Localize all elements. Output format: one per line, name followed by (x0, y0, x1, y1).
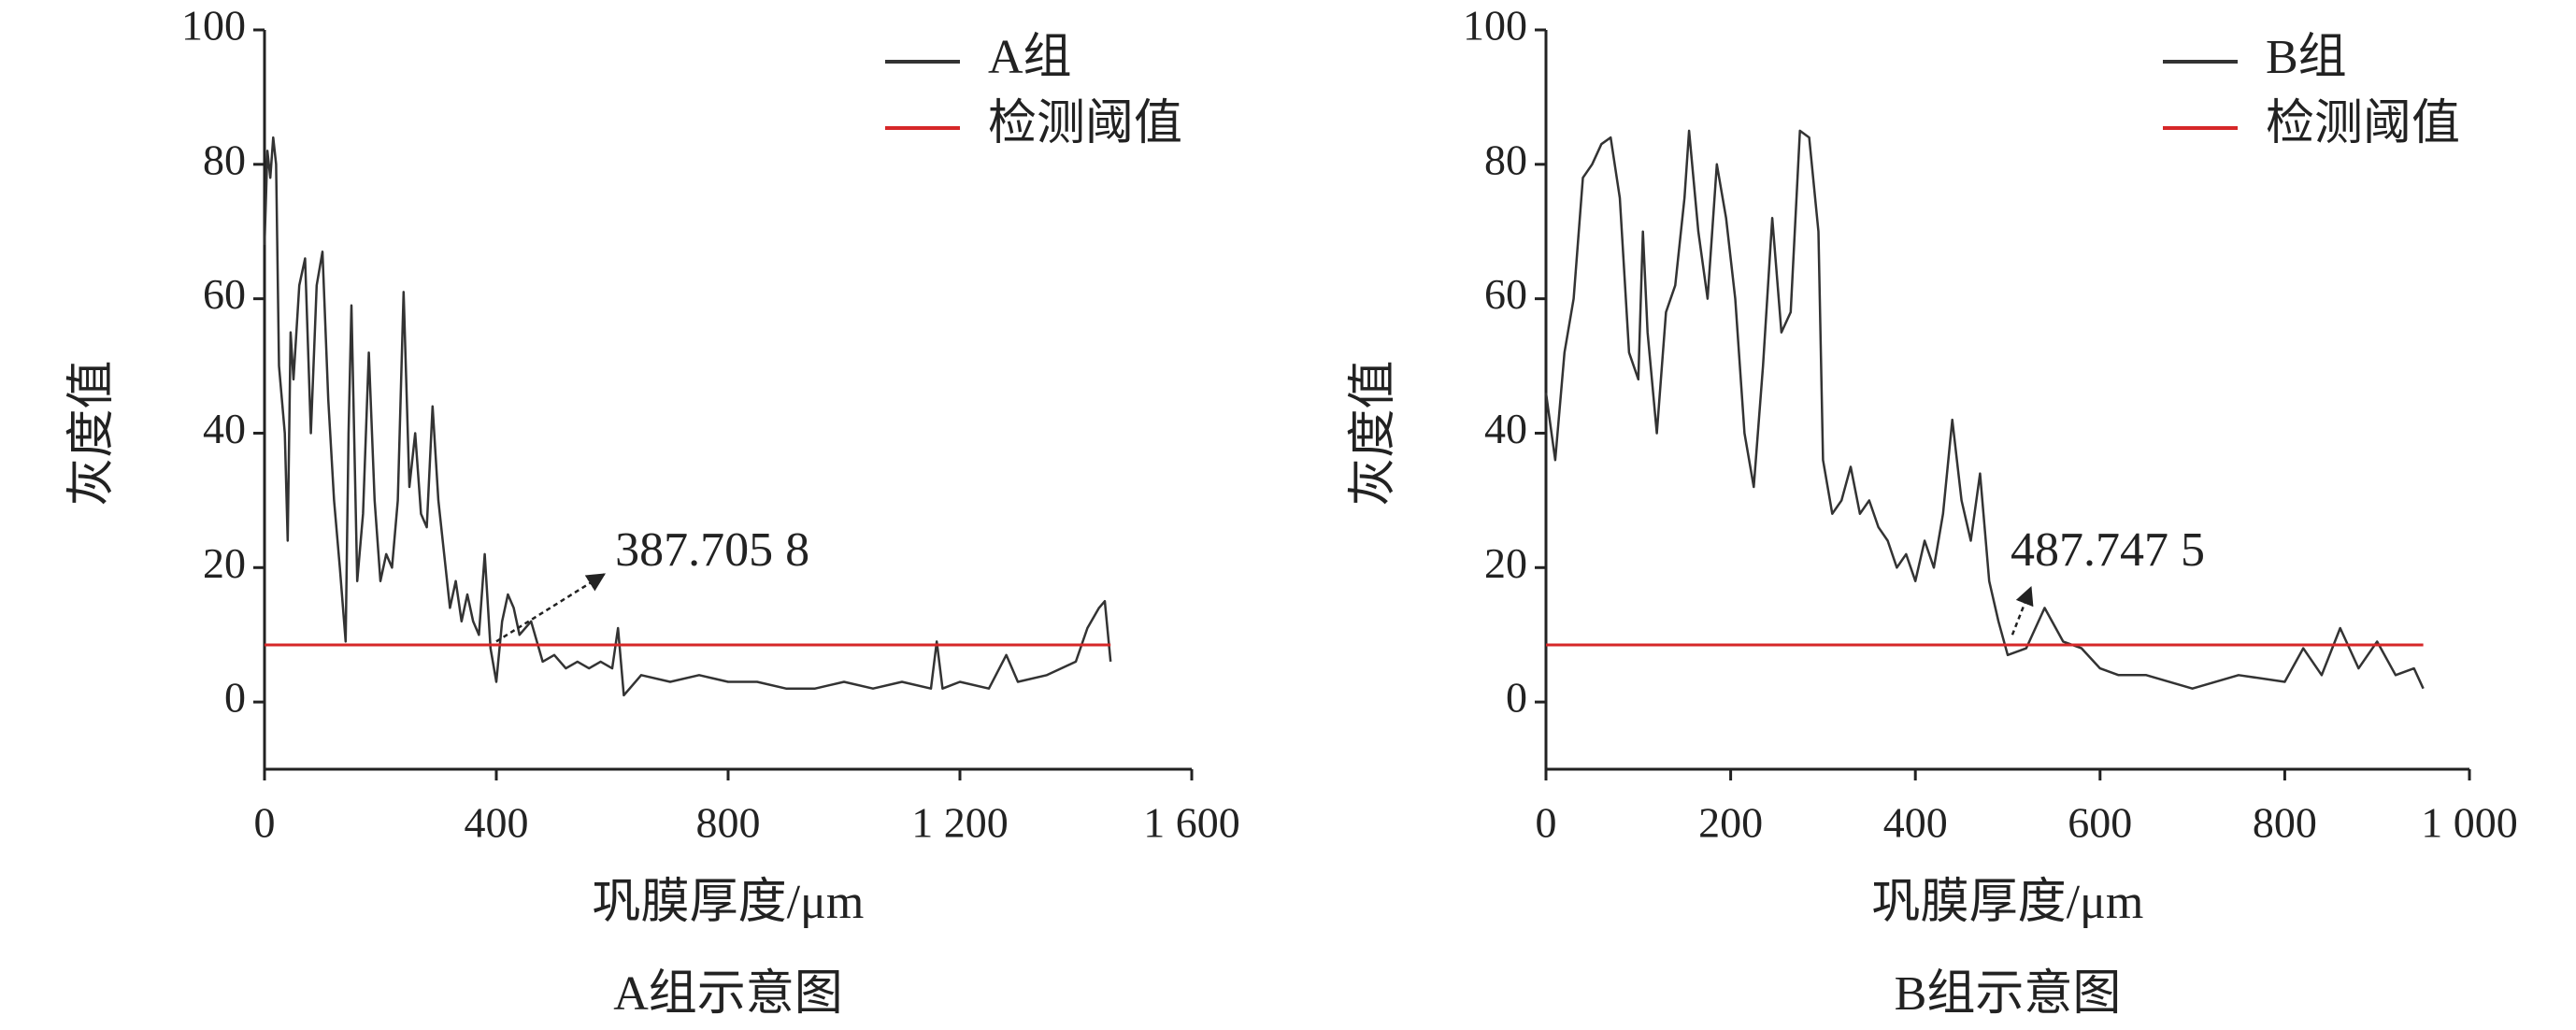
series-line (263, 136, 1112, 697)
y-tick-label: 20 (203, 539, 246, 587)
x-tick-label: 0 (1536, 799, 1557, 847)
caption: B组示意图 (1895, 967, 2122, 1021)
x-tick-label: 800 (696, 799, 761, 847)
legend-label: 检测阈值 (2266, 97, 2460, 150)
annotation: 487.747 5 (2011, 523, 2205, 577)
caption: A组示意图 (613, 967, 843, 1021)
x-axis-label: 巩膜厚度/μm (593, 876, 865, 929)
y-tick-label: 0 (1506, 674, 1527, 722)
annotation: 387.705 8 (615, 523, 809, 577)
annotation-arrow (2011, 585, 2034, 636)
x-tick-label: 800 (2253, 799, 2317, 847)
x-tick-label: 1 200 (911, 799, 1009, 847)
y-tick-label: 0 (224, 674, 246, 722)
annotation-arrow (495, 573, 607, 643)
y-tick-label: 40 (203, 405, 246, 452)
x-tick-label: 400 (465, 799, 529, 847)
y-tick-label: 40 (1484, 405, 1527, 452)
y-axis-label: 灰度值 (65, 360, 119, 506)
y-tick-label: 60 (1484, 270, 1527, 318)
x-tick-label: 200 (1698, 799, 1763, 847)
x-tick-label: 400 (1883, 799, 1948, 847)
x-tick-label: 600 (2068, 799, 2132, 847)
y-tick-label: 60 (203, 270, 246, 318)
y-tick-label: 80 (203, 136, 246, 183)
y-axis-label: 灰度值 (1347, 360, 1400, 506)
legend-label: A组 (988, 31, 1072, 84)
x-tick-label: 1 600 (1143, 799, 1240, 847)
y-tick-label: 100 (181, 2, 246, 50)
x-tick-label: 1 000 (2421, 799, 2518, 847)
legend-label: 检测阈值 (988, 97, 1182, 150)
x-tick-label: 0 (254, 799, 276, 847)
y-tick-label: 100 (1463, 2, 1527, 50)
y-tick-label: 80 (1484, 136, 1527, 183)
series-line (1544, 129, 2425, 690)
x-axis-label: 巩膜厚度/μm (1872, 876, 2144, 929)
legend-label: B组 (2266, 31, 2347, 84)
y-tick-label: 20 (1484, 539, 1527, 587)
